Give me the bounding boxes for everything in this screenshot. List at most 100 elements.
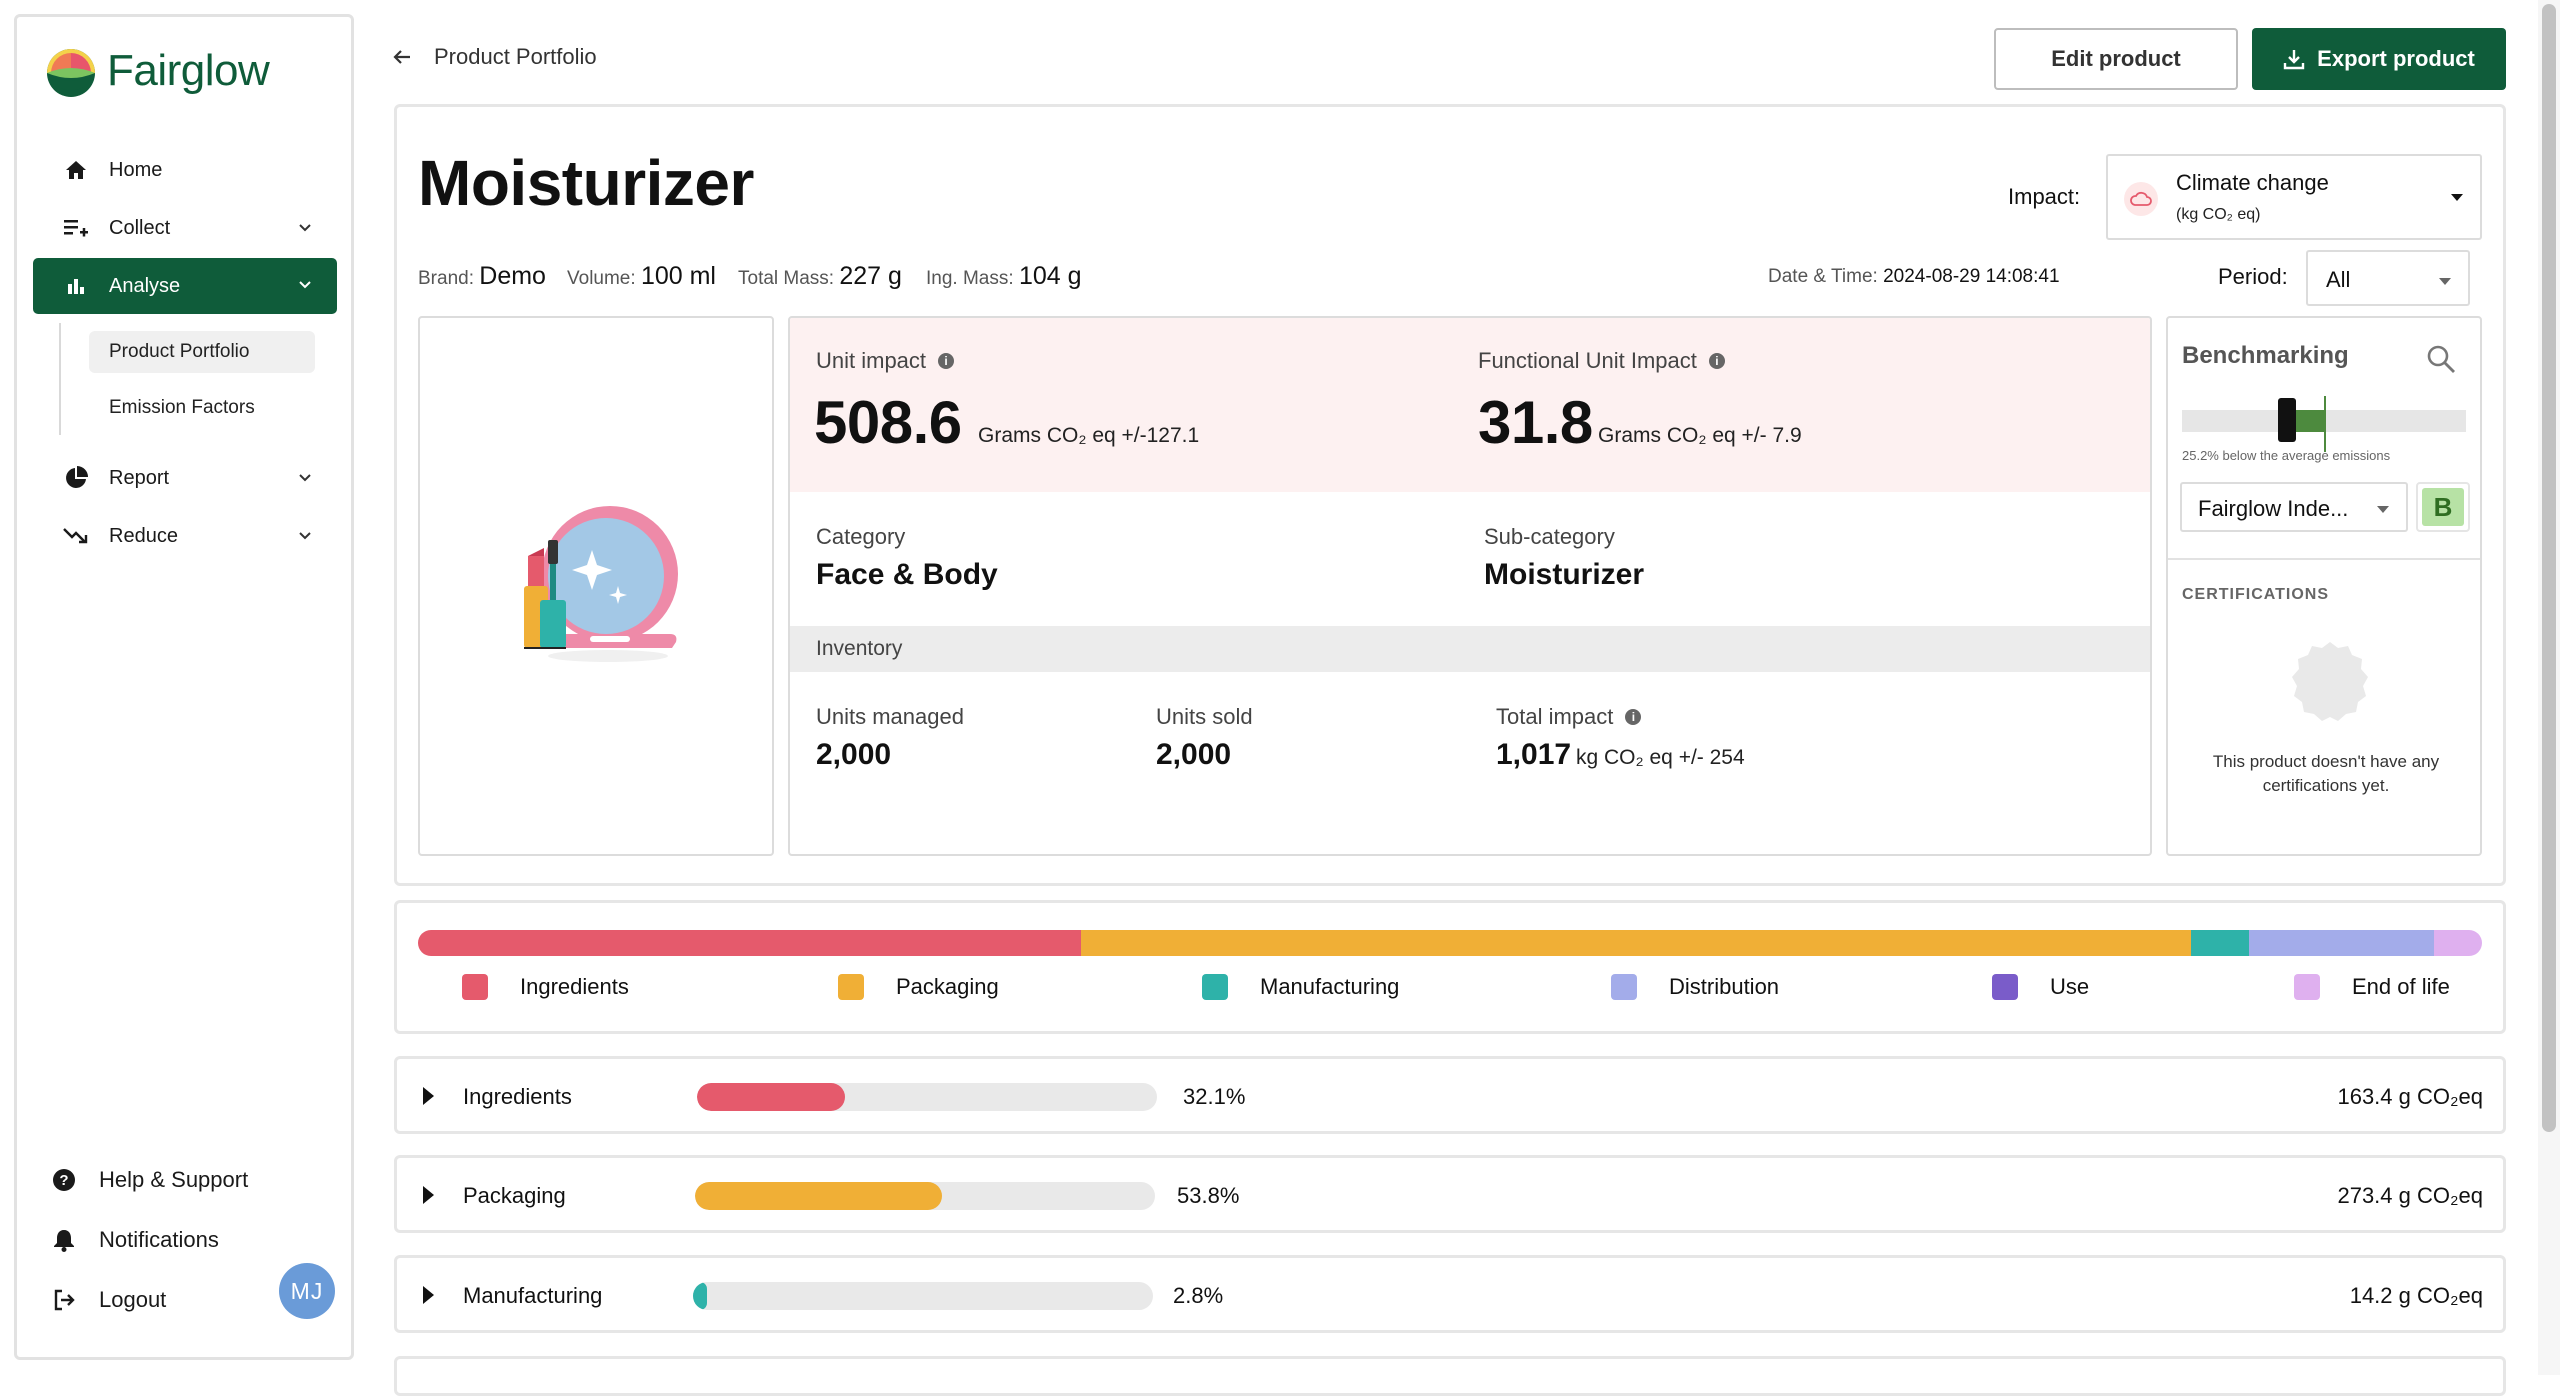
nav-collect[interactable]: Collect: [33, 201, 337, 255]
stack-segment-manufacturing[interactable]: [2190, 930, 2249, 956]
chevron-down-icon: [299, 474, 311, 482]
legend-swatch: [2294, 974, 2320, 1000]
arrow-left-icon[interactable]: [390, 45, 414, 69]
product-image-box: [418, 316, 774, 856]
breakdown-row-bar: [693, 1282, 1153, 1310]
stack-segment-ingredients[interactable]: [418, 930, 1081, 956]
legend-item[interactable]: Distribution: [1611, 974, 1779, 1000]
breadcrumb-label[interactable]: Product Portfolio: [434, 44, 597, 69]
period-label: Period:: [2218, 264, 2288, 289]
logout-label: Logout: [99, 1287, 167, 1312]
legend-label: End of life: [2352, 974, 2450, 999]
notifications-link[interactable]: Notifications: [51, 1227, 219, 1253]
functional-impact-unit: Grams CO₂ eq +/- 7.9: [1598, 424, 1802, 447]
avatar[interactable]: MJ: [279, 1263, 335, 1319]
info-icon[interactable]: i: [1708, 353, 1725, 369]
nav-home-label: Home: [109, 158, 163, 181]
meta-ing-mass: Ing. Mass: 104 g: [926, 262, 1082, 291]
benchmark-index-select[interactable]: Fairglow Inde...: [2180, 482, 2408, 532]
legend-swatch: [1611, 974, 1637, 1000]
total-impact-unit: kg CO₂ eq +/- 254: [1576, 746, 1745, 769]
category-label: Category: [816, 524, 906, 549]
nav-analyse-label: Analyse: [109, 274, 181, 297]
page-scrollbar[interactable]: [2538, 0, 2560, 1375]
help-support-label: Help & Support: [99, 1167, 249, 1192]
page-title: Moisturizer: [418, 147, 754, 219]
nav-report-label: Report: [109, 466, 170, 489]
breakdown-row[interactable]: Ingredients 32.1% 163.4 g CO₂eq: [394, 1056, 2506, 1134]
expand-arrow-icon[interactable]: [423, 1286, 434, 1304]
datetime-value: 2024-08-29 14:08:41: [1883, 266, 2060, 287]
nav-analyse[interactable]: Analyse: [33, 258, 337, 314]
stack-segment-packaging[interactable]: [1080, 930, 2191, 956]
functional-impact-label: Functional Unit Impact: [1478, 348, 1697, 373]
export-product-button[interactable]: Export product: [2252, 28, 2506, 90]
meta-volume-label: Volume:: [567, 268, 636, 289]
legend-item[interactable]: Manufacturing: [1202, 974, 1399, 1000]
datetime-label: Date & Time:: [1768, 266, 1878, 287]
legend-item[interactable]: Ingredients: [462, 974, 629, 1000]
legend-swatch: [1202, 974, 1228, 1000]
help-icon: ?: [51, 1167, 77, 1193]
chevron-down-icon: [299, 532, 311, 540]
edit-product-button[interactable]: Edit product: [1994, 28, 2238, 90]
nav-report[interactable]: Report: [33, 451, 337, 505]
legend-swatch: [838, 974, 864, 1000]
total-impact-label: Total impact: [1496, 704, 1614, 729]
cloud-icon: [2124, 182, 2158, 216]
impact-select-unit: (kg CO₂ eq): [2176, 206, 2261, 223]
info-icon[interactable]: i: [1625, 709, 1642, 725]
benchmark-average-line: [2324, 396, 2326, 452]
home-icon: [61, 155, 91, 185]
logout-link[interactable]: Logout: [51, 1287, 166, 1313]
legend-label: Ingredients: [520, 974, 629, 999]
benchmark-grade-badge: B: [2416, 482, 2470, 532]
functional-impact-value: 31.8: [1478, 389, 1593, 456]
benchmark-product-marker: [2278, 398, 2296, 442]
breakdown-row-name: Ingredients: [463, 1084, 572, 1109]
units-managed-label: Units managed: [816, 704, 964, 729]
inventory-label: Inventory: [816, 637, 903, 660]
subnav-product-portfolio[interactable]: Product Portfolio: [89, 331, 315, 373]
meta-volume: Volume: 100 ml: [567, 262, 716, 291]
brand-logo[interactable]: Fairglow: [43, 43, 270, 99]
breakdown-row-value: 273.4 g CO₂eq: [2337, 1183, 2483, 1208]
units-sold-label: Units sold: [1156, 704, 1253, 729]
breakdown-row[interactable]: Manufacturing 2.8% 14.2 g CO₂eq: [394, 1255, 2506, 1333]
breakdown-row-bar: [695, 1182, 1155, 1210]
stack-segment-end-of-life[interactable]: [2434, 930, 2482, 956]
impact-select[interactable]: Climate change (kg CO₂ eq): [2106, 154, 2482, 240]
period-select[interactable]: All: [2306, 250, 2470, 306]
legend-item[interactable]: End of life: [2294, 974, 2450, 1000]
stack-segment-distribution[interactable]: [2248, 930, 2435, 956]
info-icon[interactable]: i: [938, 353, 955, 369]
search-icon[interactable]: [2426, 344, 2456, 374]
scrollbar-thumb[interactable]: [2542, 4, 2556, 1132]
meta-volume-value: 100 ml: [640, 262, 716, 290]
breakdown-row[interactable]: Packaging 53.8% 273.4 g CO₂eq: [394, 1155, 2506, 1233]
nav-reduce[interactable]: Reduce: [33, 509, 337, 563]
benchmark-gauge: [2182, 396, 2466, 452]
benchmark-gauge-fill: [2287, 410, 2324, 432]
breakdown-row-percent: 2.8%: [1173, 1283, 1224, 1308]
legend-item[interactable]: Use: [1992, 974, 2089, 1000]
total-impact-label-row: Total impact i: [1496, 704, 1642, 730]
breakdown-row-name: Packaging: [463, 1183, 566, 1208]
units-sold-value: 2,000: [1156, 738, 1232, 771]
playlist-add-icon: [61, 213, 91, 243]
meta-brand-label: Brand:: [418, 268, 474, 289]
lifecycle-stacked-bar[interactable]: [418, 930, 2482, 956]
pie-chart-icon: [61, 463, 91, 493]
subnav-emission-factors[interactable]: Emission Factors: [109, 397, 255, 418]
meta-brand: Brand: Demo: [418, 262, 546, 291]
expand-arrow-icon[interactable]: [423, 1186, 434, 1204]
lifecycle-breakdown-card: [394, 900, 2506, 1034]
help-support-link[interactable]: ? Help & Support: [51, 1167, 248, 1193]
benchmark-caption: 25.2% below the average emissions: [2182, 448, 2391, 463]
nav-home[interactable]: Home: [33, 143, 337, 197]
breadcrumb[interactable]: Product Portfolio: [390, 44, 597, 70]
legend-label: Manufacturing: [1260, 974, 1400, 999]
expand-arrow-icon[interactable]: [423, 1087, 434, 1105]
legend-item[interactable]: Packaging: [838, 974, 999, 1000]
meta-total-mass-value: 227 g: [839, 262, 902, 290]
